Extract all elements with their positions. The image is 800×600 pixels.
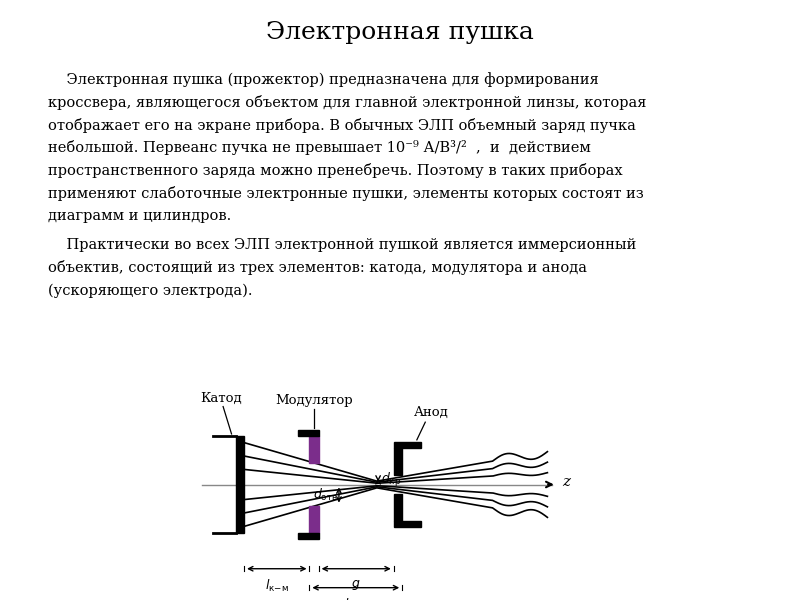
Text: кроссвера, являющегося объектом для главной электронной линзы, которая: кроссвера, являющегося объектом для глав… <box>48 95 646 110</box>
Text: небольшой. Первеанс пучка не превышает 10⁻⁹ А/В³/²  ,  и  действием: небольшой. Первеанс пучка не превышает 1… <box>48 140 591 155</box>
Bar <box>310 506 318 533</box>
Text: применяют слаботочные электронные пушки, элементы которых состоят из: применяют слаботочные электронные пушки,… <box>48 186 644 201</box>
Text: $l_{\rm м\mathsf{-}а}$: $l_{\rm м\mathsf{-}а}$ <box>344 597 368 600</box>
Bar <box>236 436 244 533</box>
Text: Практически во всех ЭЛП электронной пушкой является иммерсионный: Практически во всех ЭЛП электронной пушк… <box>48 238 636 251</box>
Bar <box>394 521 421 527</box>
Bar <box>394 494 402 521</box>
Text: объектив, состоящий из трех элементов: катода, модулятора и анода: объектив, состоящий из трех элементов: к… <box>48 260 587 275</box>
Text: Электронная пушка (прожектор) предназначена для формирования: Электронная пушка (прожектор) предназнач… <box>48 72 598 87</box>
Text: $l_{\rm к\mathsf{-}м}$: $l_{\rm к\mathsf{-}м}$ <box>265 578 289 594</box>
Text: $g$: $g$ <box>351 578 361 592</box>
Bar <box>394 448 402 475</box>
Text: Анод: Анод <box>414 406 449 419</box>
Bar <box>394 442 421 448</box>
Text: (ускоряющего электрода).: (ускоряющего электрода). <box>48 283 253 298</box>
Text: отображает его на экране прибора. В обычных ЭЛП объемный заряд пучка: отображает его на экране прибора. В обыч… <box>48 118 636 133</box>
Bar <box>298 430 318 436</box>
Text: Электронная пушка: Электронная пушка <box>266 21 534 44</box>
Bar <box>298 533 318 539</box>
Text: диаграмм и цилиндров.: диаграмм и цилиндров. <box>48 209 231 223</box>
Text: $d_{\rm отв}$: $d_{\rm отв}$ <box>313 487 338 503</box>
Text: Катод: Катод <box>200 391 242 404</box>
Text: z: z <box>562 475 570 490</box>
Text: Модулятор: Модулятор <box>275 394 353 407</box>
Text: пространственного заряда можно пренебречь. Поэтому в таких приборах: пространственного заряда можно пренебреч… <box>48 163 622 178</box>
Bar <box>310 436 318 463</box>
Text: $d_{\rm кр}$: $d_{\rm кр}$ <box>382 471 402 489</box>
